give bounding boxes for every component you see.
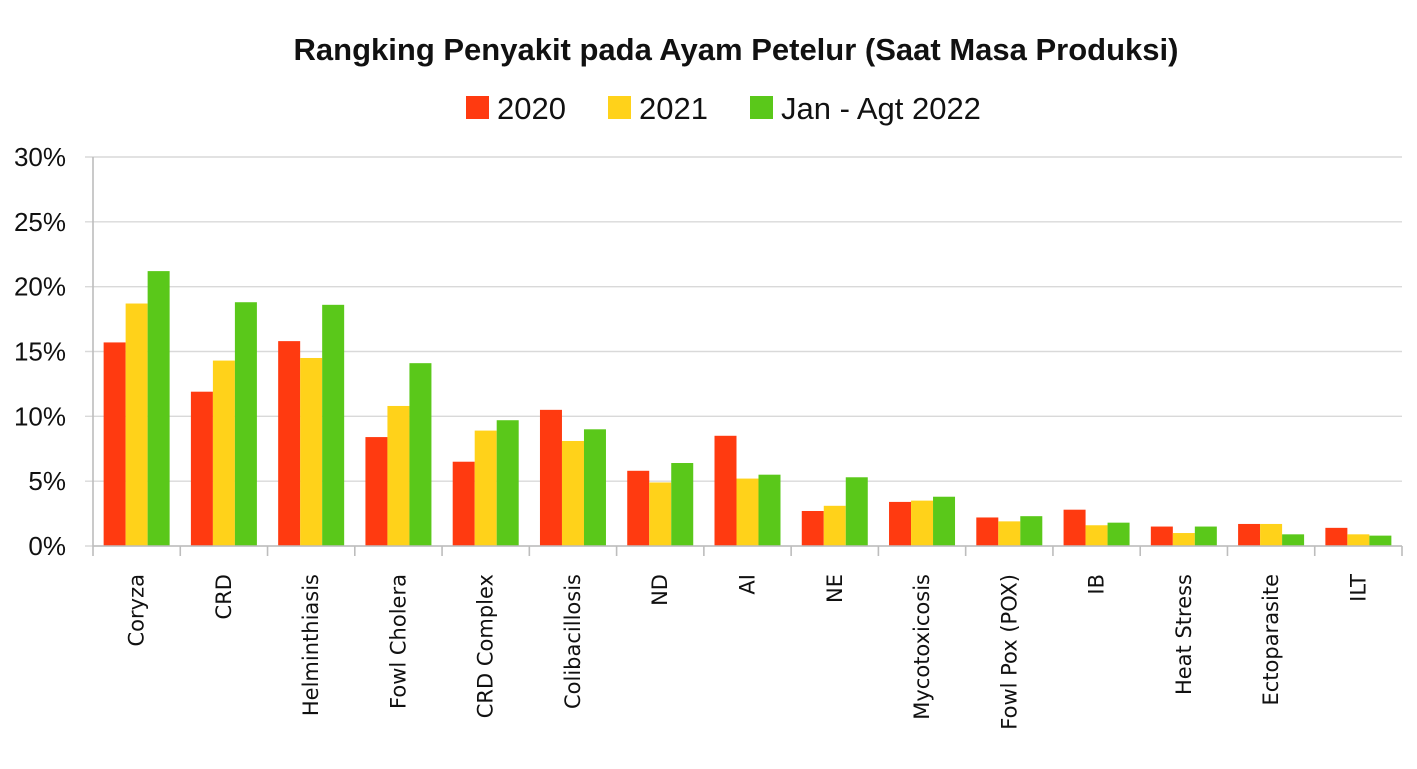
x-tick-label: Helminthiasis (299, 574, 323, 716)
bar (933, 496, 956, 546)
x-tick-label: Fowl Pox (POX) (997, 574, 1021, 730)
bar (147, 271, 170, 546)
x-tick-label: IB (1085, 574, 1109, 595)
bar (1194, 526, 1217, 546)
x-tick-label: CRD (212, 574, 236, 619)
bar (1238, 523, 1261, 546)
bar (125, 303, 148, 546)
bar (387, 405, 410, 546)
x-tick-label: Heat Stress (1172, 574, 1196, 695)
legend-swatch (466, 96, 489, 119)
bar (300, 357, 323, 546)
legend-label: Jan - Agt 2022 (781, 91, 981, 126)
y-tick-label: 15% (14, 337, 66, 367)
bar (911, 500, 934, 546)
x-tick-label: ILT (1346, 574, 1370, 602)
bar (714, 435, 737, 546)
bar (1172, 533, 1195, 546)
legend-swatch (608, 96, 631, 119)
bar (1282, 534, 1305, 546)
bar (1260, 523, 1283, 546)
bar (583, 429, 606, 546)
y-tick-label: 10% (14, 401, 66, 431)
y-tick-label: 5% (28, 466, 66, 496)
chart-title: Rangking Penyakit pada Ayam Petelur (Saa… (294, 32, 1179, 67)
y-tick-label: 20% (14, 272, 66, 302)
y-tick-label: 0% (28, 531, 66, 561)
bar (539, 409, 562, 546)
x-axis-ticks: Coryza CRD Helminthiasis Fowl Cholera CRD Co… (92, 546, 1403, 730)
bar (103, 342, 126, 546)
bar (1107, 522, 1130, 546)
bar (1369, 535, 1392, 546)
bar (474, 430, 497, 546)
bar (212, 360, 235, 546)
bar (1150, 526, 1173, 546)
bar (889, 501, 912, 546)
y-tick-label: 30% (14, 142, 66, 172)
bar (234, 302, 257, 546)
legend-label: 2020 (497, 91, 566, 126)
bar (278, 341, 301, 546)
bar (1347, 534, 1370, 546)
bar (736, 478, 759, 546)
legend-label: 2021 (639, 91, 708, 126)
x-tick-label: Ectoparasite (1259, 574, 1283, 706)
bar (496, 420, 519, 546)
bar (976, 517, 999, 546)
bar (409, 363, 432, 546)
bar (1085, 525, 1108, 546)
bar (801, 510, 824, 546)
bar (561, 440, 584, 546)
bar (322, 304, 345, 546)
x-tick-label: NE (823, 574, 847, 603)
bar (671, 463, 694, 546)
bar (190, 391, 213, 546)
x-tick-label: Fowl Cholera (386, 574, 410, 709)
bar (845, 477, 868, 546)
bar (1063, 509, 1086, 546)
legend-swatch (750, 96, 773, 119)
y-axis-ticks: 0% 5% 10% 15% 20% 25% 30% (14, 142, 66, 561)
bar (1325, 527, 1348, 546)
x-tick-label: CRD Complex (474, 574, 498, 718)
bar (452, 461, 475, 546)
x-tick-label: AI (736, 574, 760, 595)
bar (365, 437, 388, 546)
legend: 2020 2021 Jan - Agt 2022 (466, 91, 981, 126)
x-tick-label: Mycotoxicosis (910, 574, 934, 720)
bar (823, 505, 846, 546)
bar (758, 474, 781, 546)
bar (649, 482, 672, 546)
bars (103, 271, 1392, 546)
y-tick-label: 25% (14, 207, 66, 237)
x-tick-label: ND (648, 574, 672, 606)
bar (998, 521, 1021, 546)
bar (627, 470, 650, 546)
bar (1020, 516, 1043, 546)
x-tick-label: Colibacillosis (561, 574, 585, 709)
x-tick-label: Coryza (125, 574, 149, 646)
